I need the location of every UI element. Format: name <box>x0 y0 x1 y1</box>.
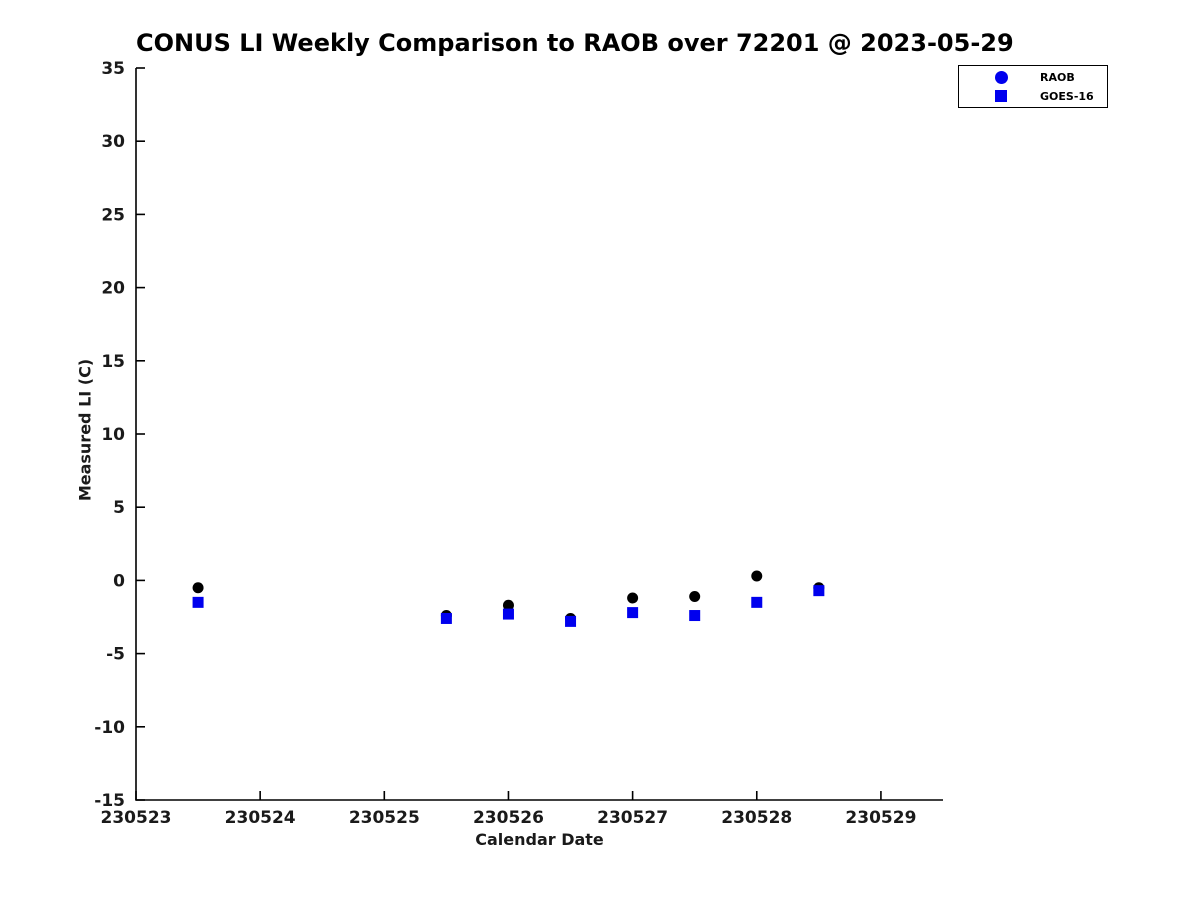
data-point-goes-16 <box>192 596 204 608</box>
data-point-goes-16 <box>627 607 639 619</box>
data-point-raob <box>627 592 639 604</box>
data-point-goes-16 <box>689 610 701 622</box>
x-tick-label: 230524 <box>225 808 296 828</box>
data-point-goes-16 <box>440 612 452 624</box>
x-tick-label: 230529 <box>845 808 916 828</box>
legend-marker-cell <box>994 90 1008 102</box>
y-tick-label: 15 <box>101 352 125 372</box>
y-tick-label: 20 <box>101 279 125 299</box>
y-tick-label: 0 <box>113 571 125 591</box>
x-tick-label: 230526 <box>473 808 544 828</box>
y-tick-label: -5 <box>106 645 125 665</box>
y-axis-label: Measured LI (C) <box>75 358 95 502</box>
raob-circle-marker-icon <box>994 70 1008 84</box>
y-tick-label: 25 <box>101 205 125 225</box>
x-tick-label: 230528 <box>721 808 792 828</box>
y-tick-label: -10 <box>94 718 125 738</box>
legend-item-raob: RAOB <box>959 68 1107 87</box>
data-point-goes-16 <box>565 615 577 627</box>
axis-spines <box>135 68 943 801</box>
y-tick-label: 10 <box>101 425 125 445</box>
x-tick-label: 230527 <box>597 808 668 828</box>
x-axis-label: Calendar Date <box>475 830 604 849</box>
y-tick-label: 30 <box>101 132 125 152</box>
y-tick-label: 5 <box>113 498 125 518</box>
x-tick-label: 230525 <box>349 808 420 828</box>
legend-item-goes16: GOES-16 <box>959 87 1107 106</box>
chart-title: CONUS LI Weekly Comparison to RAOB over … <box>136 29 1014 57</box>
data-point-goes-16 <box>751 596 763 608</box>
data-point-raob <box>502 599 514 611</box>
legend-label-raob: RAOB <box>1040 70 1075 84</box>
y-tick-label: 35 <box>101 59 125 79</box>
data-point-raob <box>192 582 204 594</box>
goes16-square-marker-icon <box>995 90 1007 102</box>
data-point-raob <box>689 591 701 603</box>
legend: RAOB GOES-16 <box>958 65 1108 108</box>
x-tick-label: 230523 <box>101 808 172 828</box>
data-point-goes-16 <box>502 608 514 620</box>
data-point-goes-16 <box>813 585 825 597</box>
legend-label-goes16: GOES-16 <box>1040 89 1094 103</box>
legend-marker-cell <box>994 70 1008 84</box>
data-point-raob <box>751 570 763 582</box>
y-tick-label: -15 <box>94 791 125 811</box>
